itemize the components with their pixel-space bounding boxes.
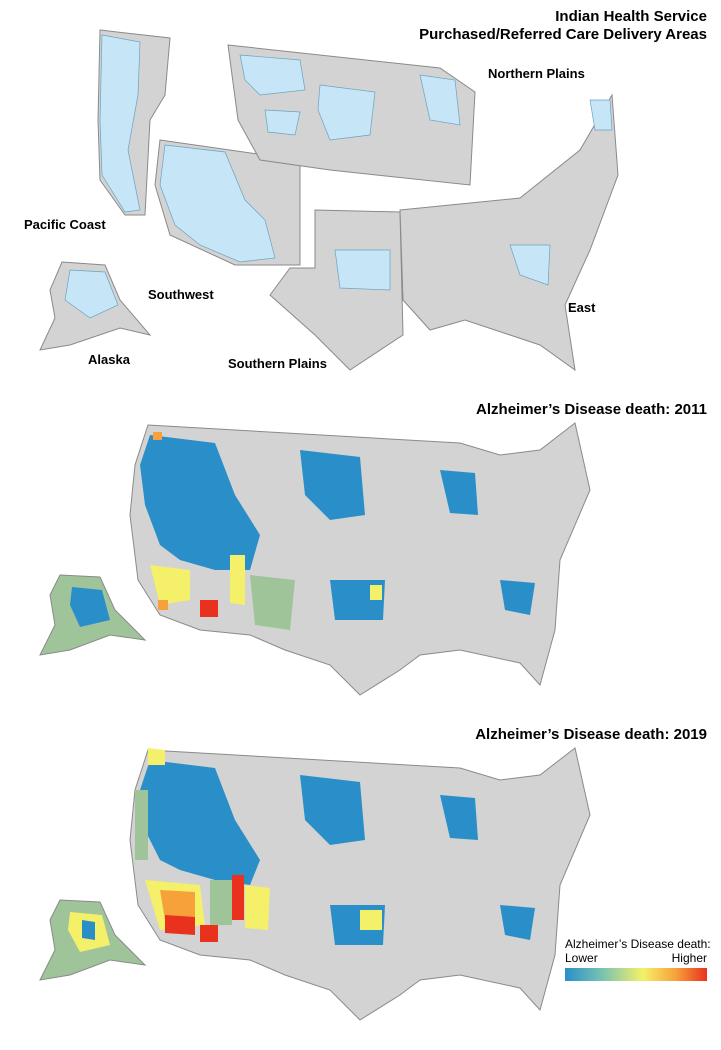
carolina-blue-2011 xyxy=(500,580,535,615)
nw-orange-2011 xyxy=(153,432,162,440)
alaska-prcda xyxy=(64,269,119,319)
carolina-blue-2019 xyxy=(500,905,535,940)
northern-plains-prcda-2 xyxy=(317,84,376,141)
sw-red-2-2019 xyxy=(200,925,218,942)
sw-green-2011 xyxy=(250,575,295,630)
legend-high-label: Higher xyxy=(671,951,707,965)
legend-color-ramp xyxy=(565,968,707,981)
prcda-title-line2: Purchased/Referred Care Delivery Areas xyxy=(419,26,707,43)
prcda-title-line1: Indian Health Service xyxy=(555,8,707,25)
northern-plains-prcda-4 xyxy=(264,109,301,136)
map-2019-panel: Alzheimer’s Disease death: 2019 Alzheime… xyxy=(0,720,721,1050)
sw-green-2019 xyxy=(210,880,232,925)
legend-title: Alzheimer’s Disease death: xyxy=(565,937,711,951)
southern-plains-prcda xyxy=(334,249,391,291)
pacific-coast-prcda xyxy=(99,34,141,213)
map-2011-title: Alzheimer’s Disease death: 2011 xyxy=(476,401,707,418)
legend-low-label: Lower xyxy=(565,951,598,965)
region-label-east: East xyxy=(568,300,596,315)
east-region xyxy=(399,93,619,372)
lakes-blue-2011 xyxy=(440,470,478,515)
map-2011-panel: Alzheimer’s Disease death: 2011 xyxy=(0,395,721,710)
map-2019 xyxy=(39,747,591,1021)
northern-blue-2011 xyxy=(300,450,365,520)
west-coast-green-2019 xyxy=(135,790,148,860)
sw-yellow-2011 xyxy=(150,565,190,605)
northern-blue-2019 xyxy=(300,775,365,845)
sw-red-2019 xyxy=(165,915,195,935)
west-blue-2011 xyxy=(140,435,260,570)
region-label-southern-plains: Southern Plains xyxy=(228,356,327,371)
sw-orange-2011 xyxy=(158,600,168,610)
west-blue-2019 xyxy=(140,760,260,885)
region-label-pacific-coast: Pacific Coast xyxy=(24,217,106,232)
region-label-alaska: Alaska xyxy=(88,352,130,367)
east-prcda-2 xyxy=(589,99,613,131)
sw-orange-2019 xyxy=(160,890,195,920)
sw-red-3-2019 xyxy=(232,875,244,920)
southwest-prcda xyxy=(159,144,276,263)
legend: Alzheimer’s Disease death: Lower Higher xyxy=(565,937,711,981)
northern-plains-prcda-3 xyxy=(419,74,461,126)
region-label-southwest: Southwest xyxy=(148,287,214,302)
prcda-map xyxy=(39,29,619,372)
alaska-blue-2011 xyxy=(70,587,110,627)
map-2011 xyxy=(39,422,591,696)
alaska-blue-2019 xyxy=(82,920,95,940)
ok-yellow-2011 xyxy=(370,585,382,600)
sw-yellow-2-2011 xyxy=(230,555,245,605)
northern-plains-prcda-1 xyxy=(239,54,306,96)
region-label-northern-plains: Northern Plains xyxy=(488,66,585,81)
lakes-blue-2019 xyxy=(440,795,478,840)
sw-yellow-2-2019 xyxy=(245,885,270,930)
ok-yellow-2019 xyxy=(360,910,382,930)
map-2019-title: Alzheimer’s Disease death: 2019 xyxy=(475,726,707,743)
sw-red-2011 xyxy=(200,600,218,617)
nw-yellow-2019 xyxy=(148,748,165,765)
prcda-map-panel: Indian Health Service Purchased/Referred… xyxy=(0,0,721,385)
east-prcda-1 xyxy=(509,244,551,286)
prcda-map-title: Indian Health Service Purchased/Referred… xyxy=(419,8,707,44)
